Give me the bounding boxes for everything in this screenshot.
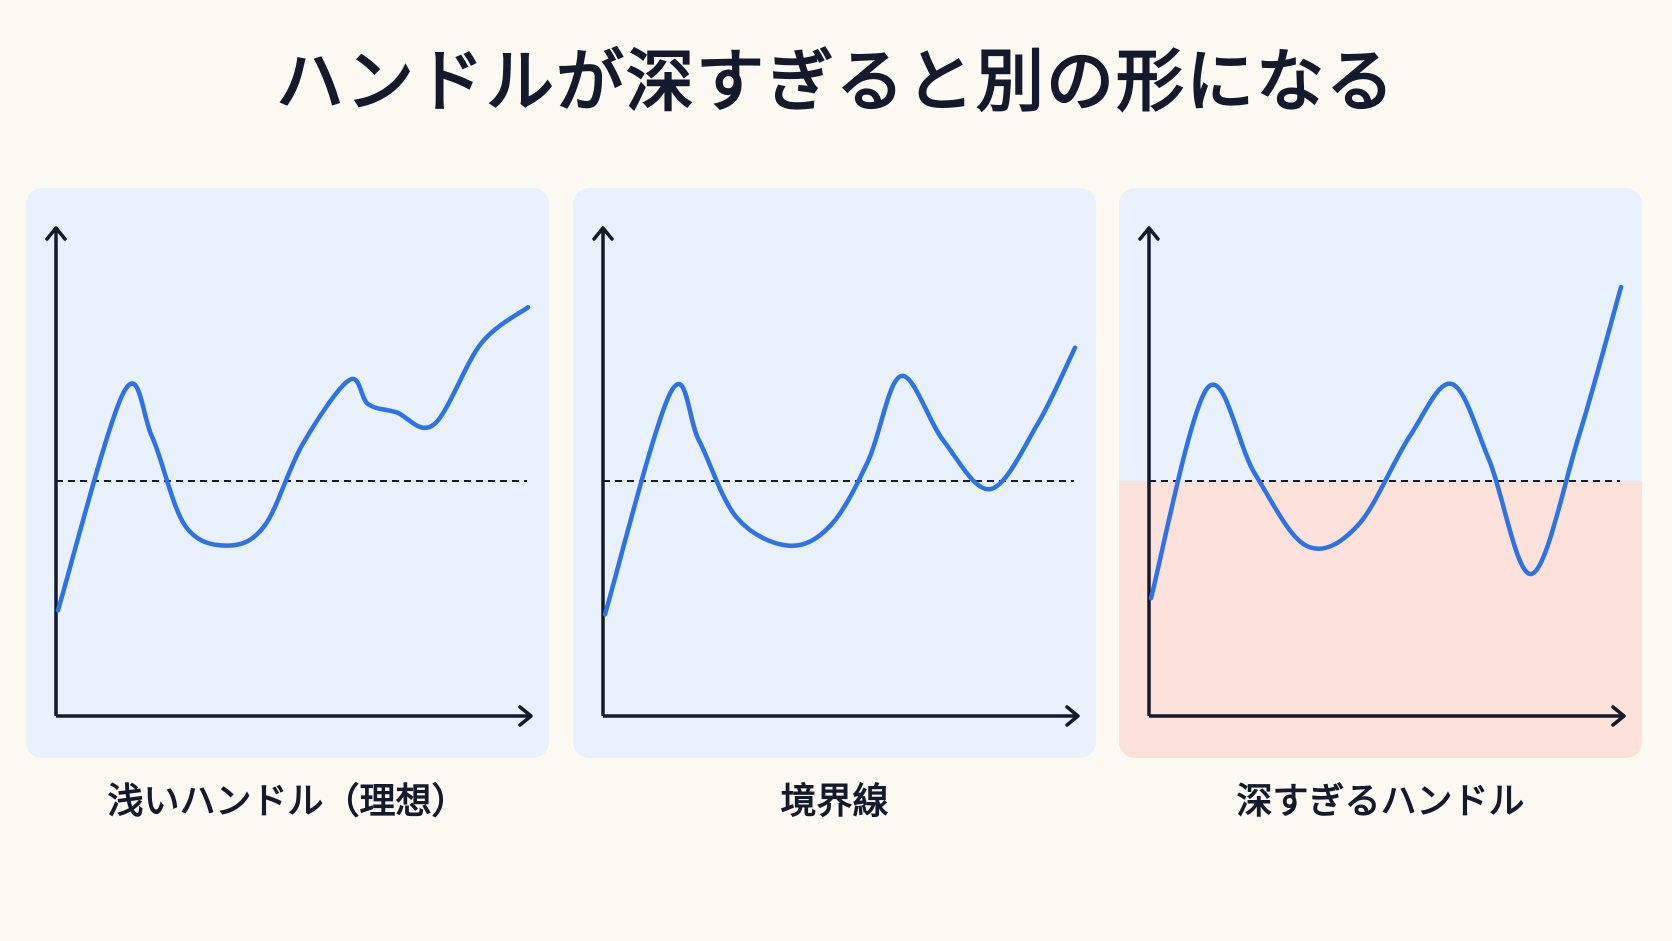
x-axis-arrow-icon [518, 705, 533, 727]
chart-shallow-handle [45, 226, 533, 727]
panel-deep-handle [1119, 188, 1642, 758]
y-axis-arrow-icon [45, 226, 67, 241]
x-axis-arrow-icon [1611, 705, 1626, 727]
caption-deep-handle: 深すぎるハンドル [1236, 781, 1525, 822]
price-curve [55, 305, 531, 613]
chart-boundary [592, 226, 1080, 727]
y-axis-arrow-icon [1138, 226, 1160, 241]
page-title: ハンドルが深すぎると別の形になる [275, 43, 1396, 122]
caption-shallow-handle: 浅いハンドル（理想） [107, 781, 468, 822]
y-axis-arrow-icon [592, 226, 614, 241]
x-axis-arrow-icon [1065, 705, 1080, 727]
chart-deep-handle [1119, 226, 1642, 758]
panel-boundary [573, 188, 1096, 758]
price-curve [1148, 284, 1624, 601]
price-curve [602, 345, 1078, 617]
panel-shallow-handle [26, 188, 549, 758]
caption-boundary: 境界線 [780, 781, 889, 822]
